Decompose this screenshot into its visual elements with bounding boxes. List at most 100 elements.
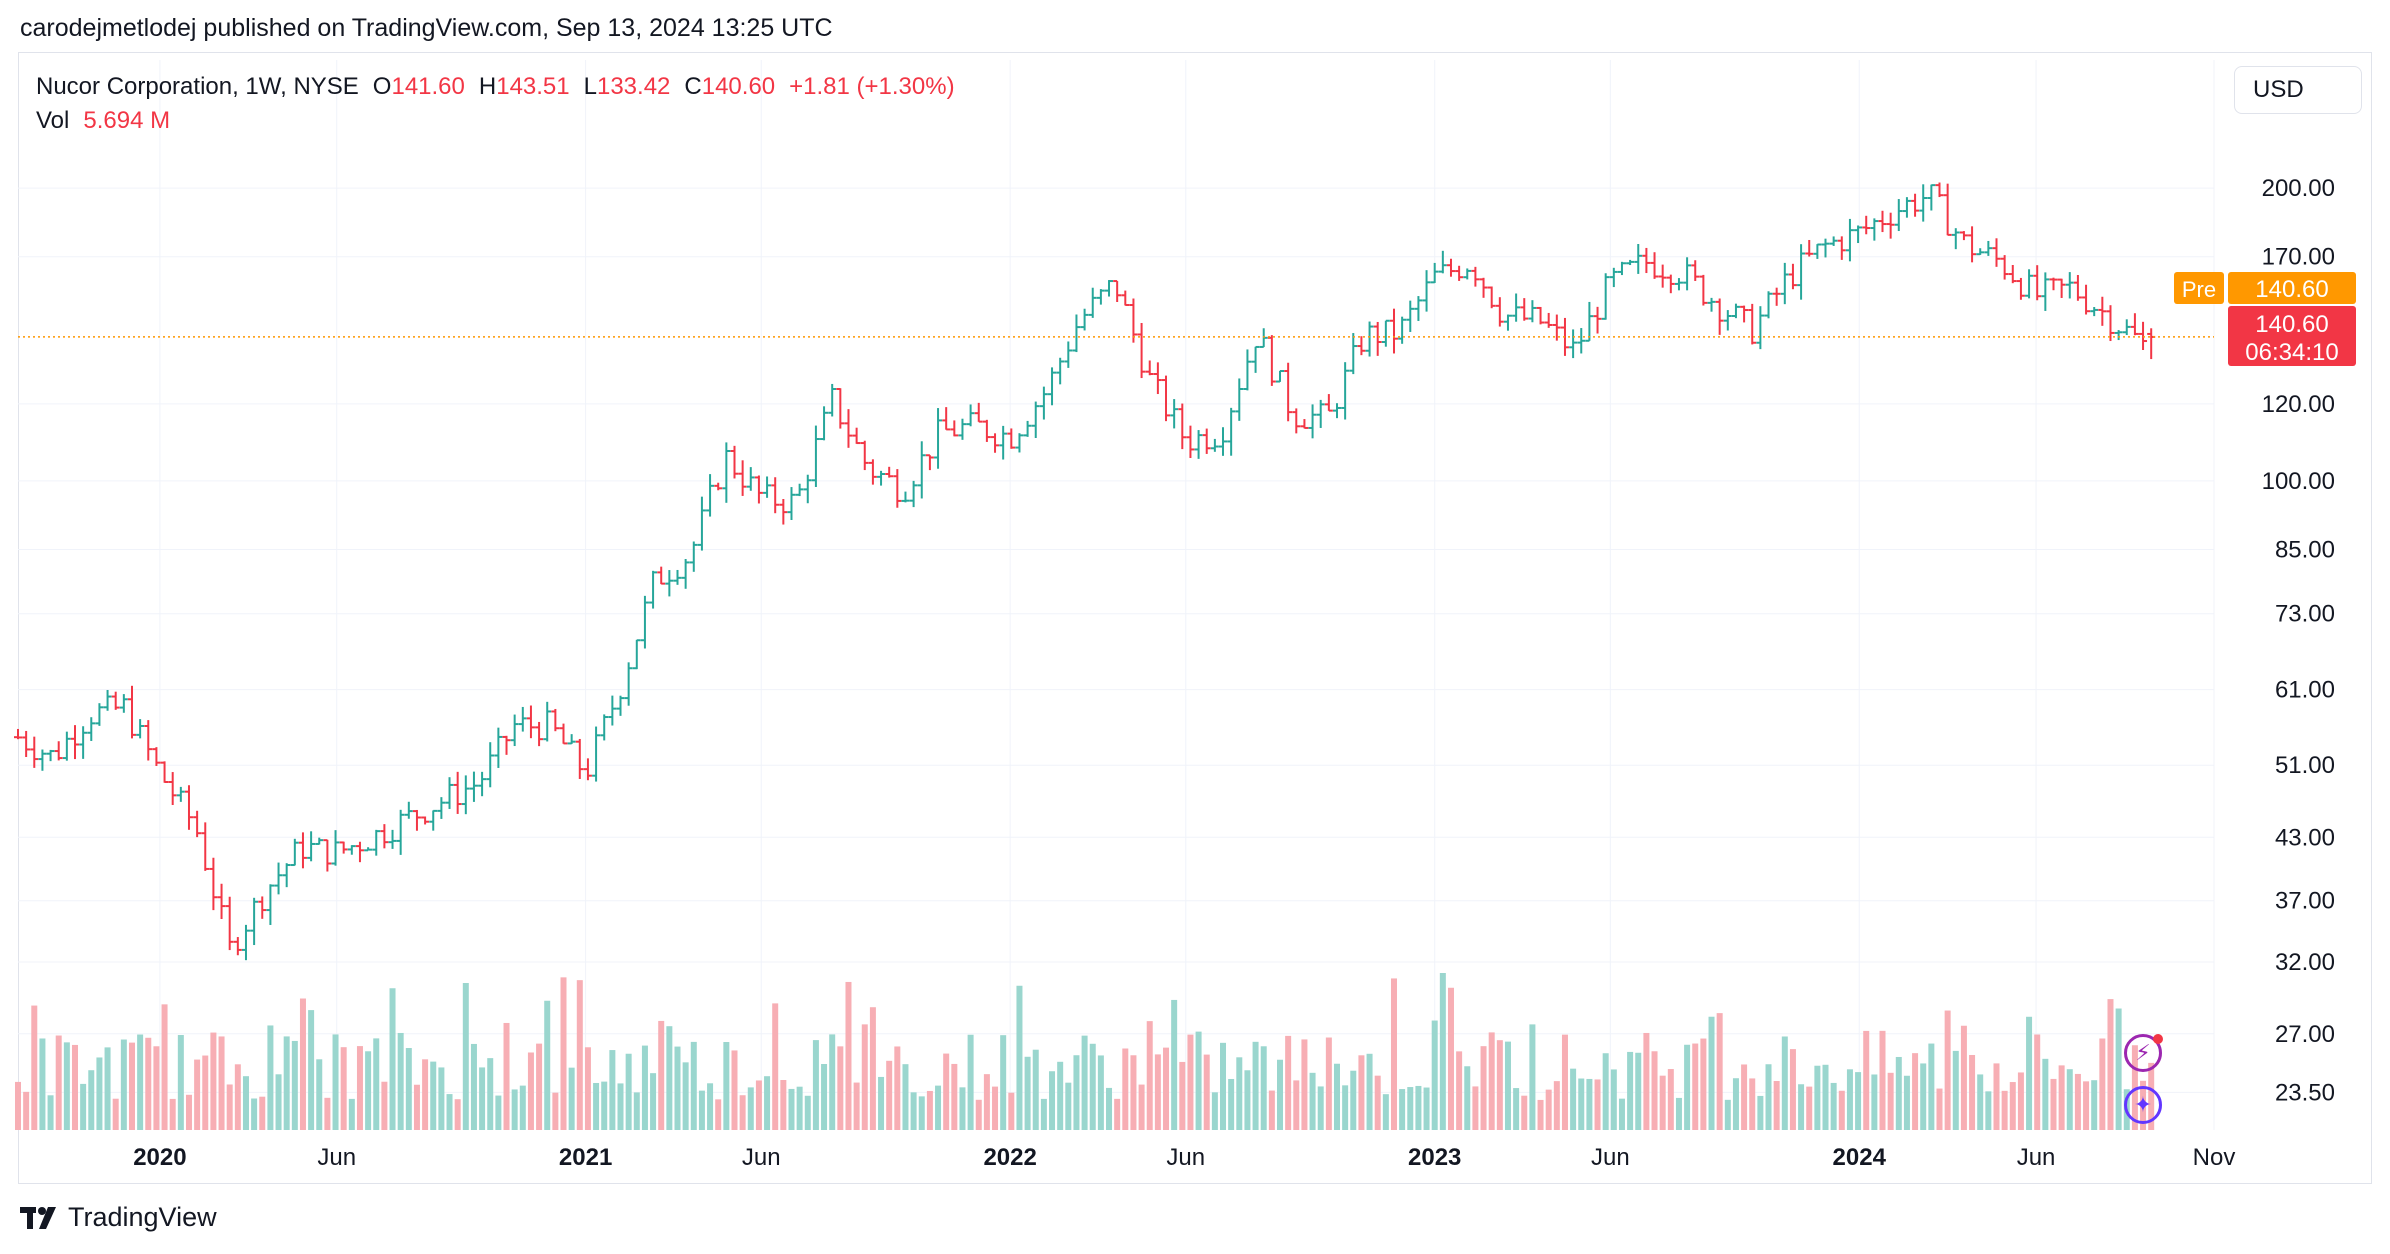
volume-bar [1846, 1069, 1853, 1130]
volume-bar [1627, 1051, 1634, 1130]
volume-bar [1513, 1088, 1520, 1130]
volume-bar [1040, 1098, 1047, 1130]
volume-bar [552, 1092, 559, 1130]
volume-bar [1244, 1070, 1251, 1130]
bolt-icon[interactable]: ⚡ [2124, 1034, 2162, 1072]
volume-bar [1342, 1085, 1349, 1130]
volume-bar [1928, 1043, 1935, 1130]
volume-bar [1651, 1051, 1658, 1130]
volume-bar [1456, 1051, 1463, 1130]
x-tick-label: Jun [2017, 1144, 2056, 1171]
volume-bar [1692, 1043, 1699, 1130]
volume-bar [479, 1067, 486, 1130]
volume-bar [365, 1051, 372, 1130]
volume-bar [1773, 1081, 1780, 1130]
high-label: H [478, 73, 497, 100]
symbol-title[interactable]: Nucor Corporation, 1W, NYSE [36, 73, 359, 100]
volume-bar [780, 1080, 787, 1130]
volume-bar [1969, 1054, 1976, 1130]
x-tick-label: 2023 [1408, 1144, 1461, 1171]
volume-bar [1138, 1084, 1145, 1130]
volume-bar [576, 980, 583, 1130]
x-tick-label: Jun [317, 1144, 356, 1171]
volume-bar [1415, 1085, 1422, 1130]
volume-bar [1000, 1035, 1007, 1130]
volume-bar [2091, 1080, 2098, 1130]
volume-bar [1586, 1078, 1593, 1130]
pre-price-box [2228, 272, 2356, 304]
volume-bar [1708, 1016, 1715, 1130]
volume-bar [1097, 1055, 1104, 1130]
volume-bar [1936, 1088, 1943, 1130]
volume-bar [161, 1004, 168, 1130]
volume-bar [609, 1050, 616, 1130]
volume-bar [1423, 1087, 1430, 1130]
volume-bar [495, 1095, 502, 1130]
tradingview-logo-icon [20, 1206, 56, 1229]
volume-bar [1561, 1034, 1568, 1130]
volume-bar [2034, 1034, 2041, 1130]
volume-bar [1912, 1053, 1919, 1130]
volume-bar [324, 1097, 331, 1130]
volume-bar [1732, 1078, 1739, 1130]
volume-bar [796, 1086, 803, 1130]
volume-bar [1333, 1063, 1340, 1130]
volume-bar [1073, 1055, 1080, 1130]
volume-bar [104, 1047, 111, 1130]
volume-bar [1675, 1097, 1682, 1130]
volume-bar [96, 1057, 103, 1130]
volume-bar [715, 1099, 722, 1130]
volume-value: 5.694 M [83, 107, 171, 134]
publish-info: carodejmetlodej published on TradingView… [20, 14, 833, 42]
volume-bar [1317, 1086, 1324, 1130]
tradingview-logo[interactable]: TradingView [20, 1202, 217, 1233]
volume-bar [641, 1045, 648, 1130]
volume-bar [1781, 1036, 1788, 1130]
close-value: 140.60 [701, 73, 776, 100]
volume-bar [1171, 999, 1178, 1130]
volume-bar [210, 1032, 217, 1130]
volume-bar [15, 1081, 21, 1130]
volume-bar [764, 1076, 771, 1130]
volume-bar [2001, 1090, 2008, 1130]
volume-bar [397, 1032, 404, 1130]
pre-badge [2174, 272, 2224, 304]
volume-bar [1358, 1055, 1365, 1130]
volume-bar [169, 1098, 176, 1130]
volume-bar [2058, 1065, 2065, 1130]
volume-bar [625, 1053, 632, 1130]
volume-bar [1024, 1056, 1031, 1130]
y-tick-label: 23.50 [2275, 1079, 2335, 1106]
sparkle-icon[interactable]: ✦ [2124, 1086, 2162, 1124]
y-tick-label: 51.00 [2275, 752, 2335, 779]
volume-bar [633, 1092, 640, 1130]
volume-bar [137, 1034, 144, 1130]
volume-bar [951, 1063, 958, 1130]
volume-bar [194, 1059, 201, 1130]
currency-button[interactable]: USD [2234, 66, 2362, 114]
chart-frame[interactable] [18, 52, 2372, 1184]
y-tick-label: 32.00 [2275, 949, 2335, 976]
volume-bar [413, 1084, 420, 1130]
volume-bar [601, 1081, 608, 1130]
y-tick-label: 61.00 [2275, 677, 2335, 704]
volume-bar [1960, 1025, 1967, 1130]
volume-bar [185, 1094, 192, 1130]
volume-bar [1154, 1054, 1161, 1130]
volume-bar [153, 1046, 160, 1130]
volume-bar [1724, 1099, 1731, 1130]
volume-bar [1293, 1080, 1300, 1130]
volume-bar [755, 1080, 762, 1130]
pre-price-label: 140.60 [2255, 276, 2328, 303]
volume-bar [381, 1081, 388, 1130]
volume-bar [422, 1059, 429, 1130]
volume-bar [1952, 1050, 1959, 1130]
volume-bar [1618, 1098, 1625, 1130]
volume-bar [943, 1053, 950, 1130]
volume-bar [2009, 1082, 2016, 1130]
volume-bar [1830, 1082, 1837, 1130]
volume-bar [487, 1058, 494, 1130]
volume-bar [568, 1067, 575, 1130]
volume-bar [2026, 1016, 2033, 1130]
